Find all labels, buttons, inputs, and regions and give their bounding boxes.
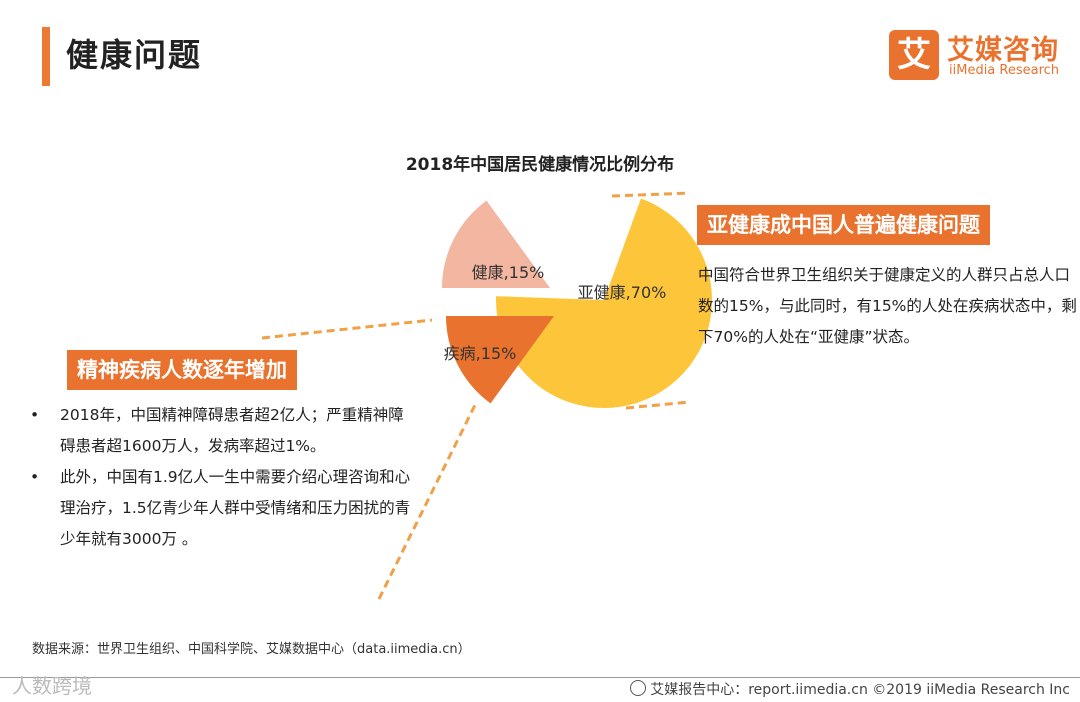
footer-credit: 艾媒报告中心：report.iimedia.cn ©2019 iiMedia R…	[630, 679, 1070, 699]
leader-lines	[261, 191, 691, 600]
bullet-item: 此外，中国有1.9亿人一生中需要介绍心理咨询和心理治疗，1.5亿青少年人群中受情…	[30, 462, 415, 555]
mental-illness-heading: 精神疾病人数逐年增加	[67, 350, 297, 390]
logo-icon: 艾	[889, 30, 939, 80]
pie-labels: 亚健康,70% 健康,15% 疾病,15%	[444, 263, 667, 363]
data-source: 数据来源：世界卫生组织、中国科学院、艾媒数据中心（data.iimedia.cn…	[32, 642, 471, 657]
watermark: 人数跨境	[12, 674, 92, 698]
pie-label-3: 疾病,15%	[444, 344, 517, 363]
title-accent-bar	[42, 27, 50, 86]
pie-slice-3	[446, 316, 554, 404]
pie-slice-2	[442, 200, 550, 288]
footer-credit-text: 艾媒报告中心：report.iimedia.cn ©2019 iiMedia R…	[650, 682, 1070, 698]
logo-name-en: iiMedia Research	[949, 63, 1060, 78]
pie-slice-1	[496, 198, 712, 408]
leader-line-1	[611, 191, 691, 198]
logo-name-cn: 艾媒咨询	[947, 35, 1059, 66]
subhealth-heading: 亚健康成中国人普遍健康问题	[697, 205, 990, 245]
leader-line-4	[377, 404, 477, 600]
bullet-item: 2018年，中国精神障碍患者超2亿人；严重精神障碍患者超1600万人，发病率超过…	[30, 400, 415, 462]
mental-illness-bullets: 2018年，中国精神障碍患者超2亿人；严重精神障碍患者超1600万人，发病率超过…	[30, 400, 415, 555]
leader-line-2	[625, 400, 691, 410]
globe-icon	[630, 680, 647, 696]
pie-label-1: 亚健康,70%	[578, 283, 667, 302]
subhealth-description: 中国符合世界卫生组织关于健康定义的人群只占总人口数的15%，与此同时，有15%的…	[698, 266, 1077, 346]
chart-title: 2018年中国居民健康情况比例分布	[405, 155, 675, 175]
leader-line-3	[261, 318, 433, 340]
pie-label-2: 健康,15%	[472, 263, 545, 282]
pie-slices	[442, 198, 712, 408]
footer-divider	[0, 677, 1080, 678]
page-title: 健康问题	[66, 36, 203, 74]
